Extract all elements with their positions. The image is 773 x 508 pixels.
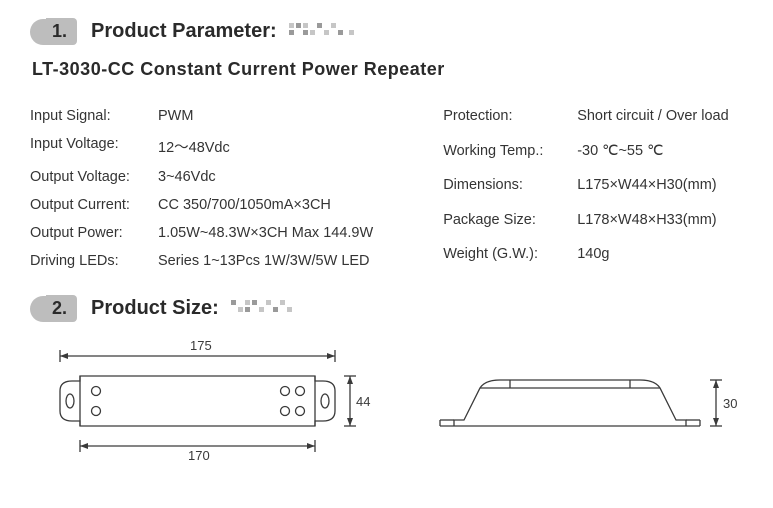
param-value: 3~46Vdc <box>158 169 373 185</box>
product-title: LT-3030-CC Constant Current Power Repeat… <box>32 59 743 80</box>
section-2-badge: 2. <box>30 295 77 322</box>
parameter-table: Input Signal:PWM Input Voltage:12～48Vdc … <box>30 108 743 269</box>
param-value: Series 1~13Pcs 1W/3W/5W LED <box>158 253 373 269</box>
section-1-badge: 1. <box>30 18 77 45</box>
param-value: Short circuit / Over load <box>577 108 729 131</box>
param-value: L178×W48×H33(mm) <box>577 212 729 235</box>
param-value: 1.05W~48.3W×3CH Max 144.9W <box>158 225 373 241</box>
params-right-column: Protection: Short circuit / Over load Wor… <box>443 108 729 269</box>
decorative-dots-icon <box>289 23 369 41</box>
param-value: 140g <box>577 246 729 269</box>
size-diagram: 175 44 <box>30 336 743 471</box>
dim-top-width: 175 <box>190 338 212 353</box>
param-label: Output Power: <box>30 225 150 241</box>
section-2-title: Product Size: <box>91 297 219 320</box>
param-label: Weight (G.W.): <box>443 246 569 269</box>
param-label: Input Signal: <box>30 108 150 124</box>
param-label: Output Current: <box>30 197 150 213</box>
params-left-column: Input Signal:PWM Input Voltage:12～48Vdc … <box>30 108 373 269</box>
section-2-number: 2. <box>46 295 77 322</box>
dim-side-height: 30 <box>723 396 737 411</box>
section-1-title: Product Parameter: <box>91 20 277 43</box>
param-label: Protection: <box>443 108 569 131</box>
section-1-header: 1. Product Parameter: <box>30 18 743 45</box>
param-label: Driving LEDs: <box>30 253 150 269</box>
section-1-number: 1. <box>46 18 77 45</box>
section-2-header: 2. Product Size: <box>30 295 743 322</box>
param-value: 12～48Vdc <box>158 136 373 157</box>
param-label: Dimensions: <box>443 177 569 200</box>
param-label: Input Voltage: <box>30 136 150 157</box>
dim-height-left: 44 <box>356 394 370 409</box>
param-value: L175×W44×H30(mm) <box>577 177 729 200</box>
param-value: -30 ℃~55 ℃ <box>577 143 729 166</box>
param-label: Output Voltage: <box>30 169 150 185</box>
decorative-dots-icon <box>231 300 311 318</box>
param-label: Package Size: <box>443 212 569 235</box>
param-value: PWM <box>158 108 373 124</box>
dim-bottom-width: 170 <box>188 448 210 463</box>
param-label: Working Temp.: <box>443 143 569 166</box>
param-value: CC 350/700/1050mA×3CH <box>158 197 373 213</box>
